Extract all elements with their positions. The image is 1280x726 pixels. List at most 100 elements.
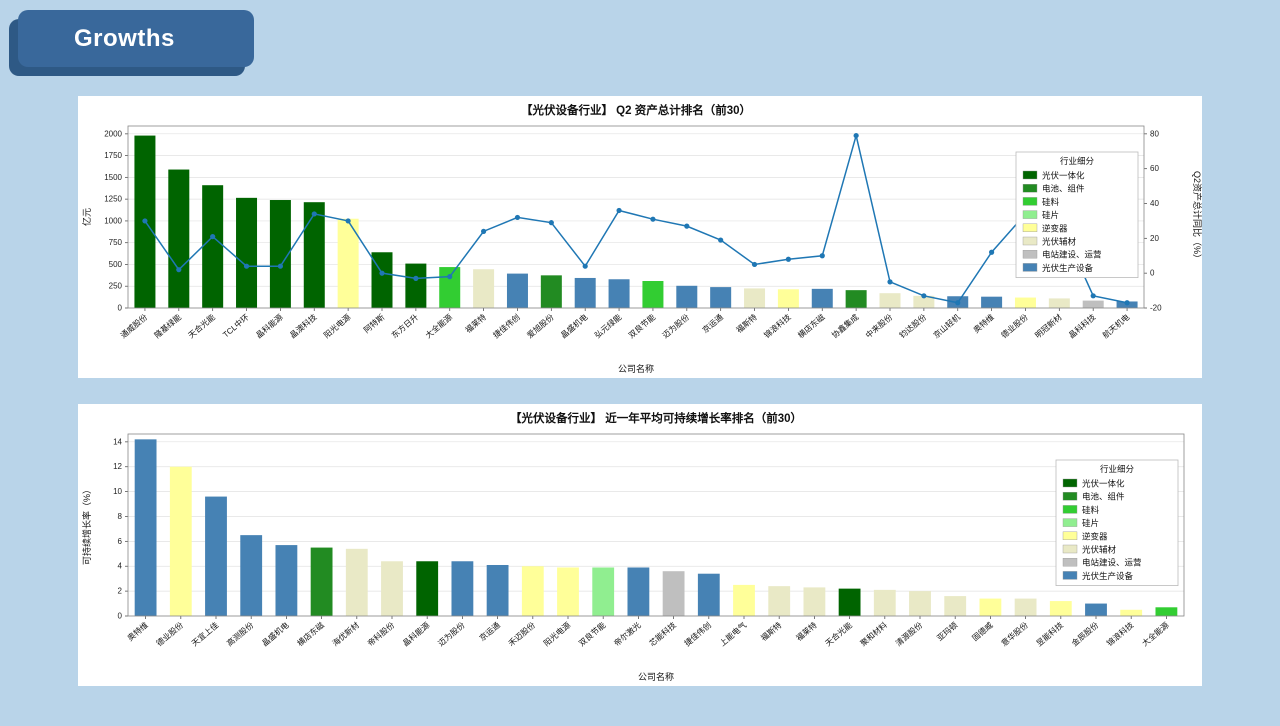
y2-tick-label: 20 [1150,234,1159,243]
y-tick-label: 0 [118,304,123,313]
x-tick-label: 高测股份 [225,620,256,648]
x-tick-label: 迈为股份 [436,620,467,648]
line-marker [176,267,182,273]
x-tick-label: 航天机电 [1100,312,1131,340]
bar [1085,603,1107,616]
legend-label: 光伏一体化 [1042,171,1085,181]
x-tick-label: 昱能科技 [1034,620,1065,648]
x-tick-label: 奥特维 [125,620,150,643]
x-tick-label: 阳光电源 [321,312,352,340]
bar [608,279,630,308]
line-marker [210,233,216,240]
legend-label: 光伏辅材 [1082,545,1117,555]
y-tick-label: 1500 [104,173,122,182]
y-tick-label: 6 [118,537,123,546]
legend-title: 行业细分 [1100,464,1135,474]
x-tick-label: 晶盛机电 [559,312,590,340]
legend-label: 硅料 [1082,505,1100,515]
y-tick-label: 1750 [104,151,122,160]
legend-swatch [1022,197,1038,206]
x-tick-label: 清源股份 [893,620,924,648]
legend-label: 电池、组件 [1042,184,1085,194]
x-tick-label: 大全能源 [423,312,454,340]
y-tick-label: 14 [113,437,122,446]
line-marker [887,279,893,285]
legend-label: 光伏生产设备 [1082,571,1134,581]
bar [811,288,833,308]
x-tick-label: 弘元绿能 [592,312,623,340]
x-tick-label: 天宜上佳 [189,620,220,648]
bar [557,567,579,616]
x-tick-label: 上能电气 [717,620,748,648]
line-marker [311,211,317,217]
x-tick-label: 福莱特 [794,620,819,643]
bar [979,598,1002,616]
x-tick-label: 固德威 [970,620,995,643]
legend-swatch [1062,505,1078,514]
line-marker [413,275,419,281]
line-marker [989,249,995,255]
bar [744,288,766,308]
x-tick-label: 阳光电源 [541,620,572,648]
bar [944,596,967,616]
legend-label: 硅片 [1082,518,1099,528]
x-tick-label: 京山轻机 [931,312,962,340]
line-marker [650,216,656,222]
bar [574,277,596,308]
y2-tick-label: 0 [1150,269,1155,278]
bar [592,567,615,616]
bar [662,571,685,616]
legend-label: 电站建设、运营 [1082,558,1142,568]
y2-tick-label: 60 [1150,164,1159,173]
y-tick-label: 2 [118,587,123,596]
x-tick-label: 钧达股份 [897,312,928,340]
y-axis-label: 亿元 [81,208,92,226]
legend-swatch [1022,170,1038,180]
x-tick-label: 晶科能源 [254,312,285,340]
bar [439,267,461,308]
line-marker [481,228,487,234]
bar [1155,607,1178,616]
line-marker [1124,300,1130,306]
x-tick-label: 金辰股份 [1069,620,1100,648]
y2-tick-label: 80 [1150,129,1159,138]
legend-label: 光伏生产设备 [1042,263,1094,273]
bar [240,535,263,616]
chart-title: 【光伏设备行业】 Q2 资产总计排名（前30） [521,103,751,117]
bar [981,296,1003,308]
bar [521,566,544,616]
x-tick-label: 捷佳伟创 [682,620,713,648]
legend-swatch [1062,544,1078,554]
x-tick-label: 迈为股份 [660,312,691,340]
bar [913,295,935,308]
x-tick-label: 晶科科技 [1067,312,1098,340]
y2-axis-label: Q2资产总计同比（%） [1192,171,1202,263]
x-tick-label: 京运通 [477,620,502,643]
bar [879,293,901,308]
legend-label: 光伏一体化 [1082,479,1125,489]
x-tick-label: 隆基绿能 [152,312,183,340]
line-marker [921,293,927,299]
y-tick-label: 250 [109,282,123,291]
bar [416,561,439,616]
line-marker [785,256,792,262]
bar [803,587,826,616]
bar [676,285,698,308]
x-tick-label: 锦浪科技 [1105,620,1136,648]
bar [337,218,359,308]
legend-swatch [1022,183,1038,193]
line-marker [277,263,283,269]
x-tick-label: 天合光能 [186,312,217,340]
bar [486,564,509,616]
bar [275,545,298,616]
x-tick-label: 亚玛顿 [935,620,960,643]
assets-chart-canvas: 0 250 500 750 1000 1250 1500 1750 2000 -20 0 20 40 60… [81,103,1202,374]
bar [909,591,931,616]
x-tick-label: 禾迈股份 [506,620,537,648]
bar [733,584,755,616]
x-tick-label: 协鑫集成 [829,312,860,340]
bar [777,289,799,308]
y-tick-label: 4 [118,562,123,571]
y-tick-label: 500 [109,260,123,269]
plot-frame [127,125,1145,309]
